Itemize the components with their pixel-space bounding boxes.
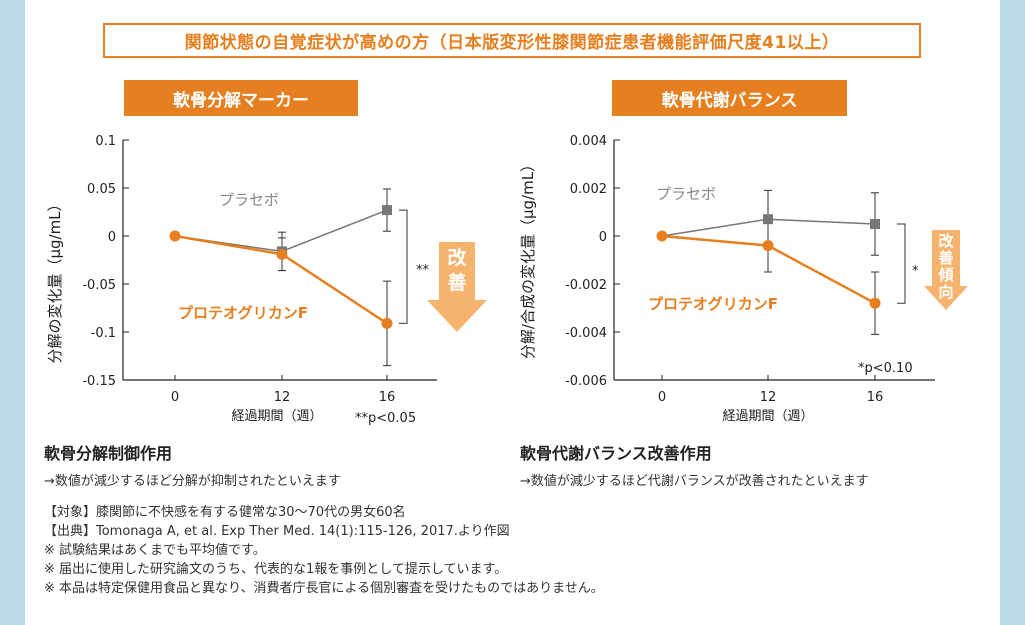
right-section-desc: →数値が減少するほど代謝バランスが改善されたといえます	[520, 474, 869, 489]
footnote-disclaimer: ※ 本品は特定保健用食品と異なり、消費者庁長官による個別審査を受けたものではあり…	[44, 581, 604, 596]
footnote-subjects: 【対象】膝関節に不快感を有する健常な30～70代の男女60名	[44, 505, 406, 520]
right-section-title: 軟骨代謝バランス改善作用	[520, 444, 712, 463]
right-improve-arrow	[924, 230, 968, 310]
left-chart-tag: 軟骨分解マーカー	[124, 80, 358, 116]
footnote-average: ※ 試験結果はあくまでも平均値です。	[44, 543, 266, 558]
right-arrow-text: 改善傾向	[938, 232, 954, 301]
footnotes: 【対象】膝関節に不快感を有する健常な30～70代の男女60名 【出典】Tomon…	[44, 503, 604, 598]
right-chart-tag: 軟骨代謝バランス	[612, 80, 847, 116]
target-banner: 関節状態の自覚症状が高めの方（日本版変形性膝関節症患者機能評価尺度41以上）	[103, 23, 921, 58]
left-arrow-text: 改善	[447, 247, 467, 294]
footnote-representative: ※ 届出に使用した研究論文のうち、代表的な1報を事例として提示しています。	[44, 562, 508, 577]
left-improve-arrow	[427, 242, 487, 332]
left-arrow-shape	[427, 242, 487, 332]
right-arrow-shape	[924, 230, 968, 310]
footnote-source: 【出典】Tomonaga A, et al. Exp Ther Med. 14(…	[44, 524, 510, 539]
left-section-title: 軟骨分解制御作用	[44, 444, 173, 463]
left-section-desc: →数値が減少するほど分解が抑制されたといえます	[44, 474, 341, 489]
